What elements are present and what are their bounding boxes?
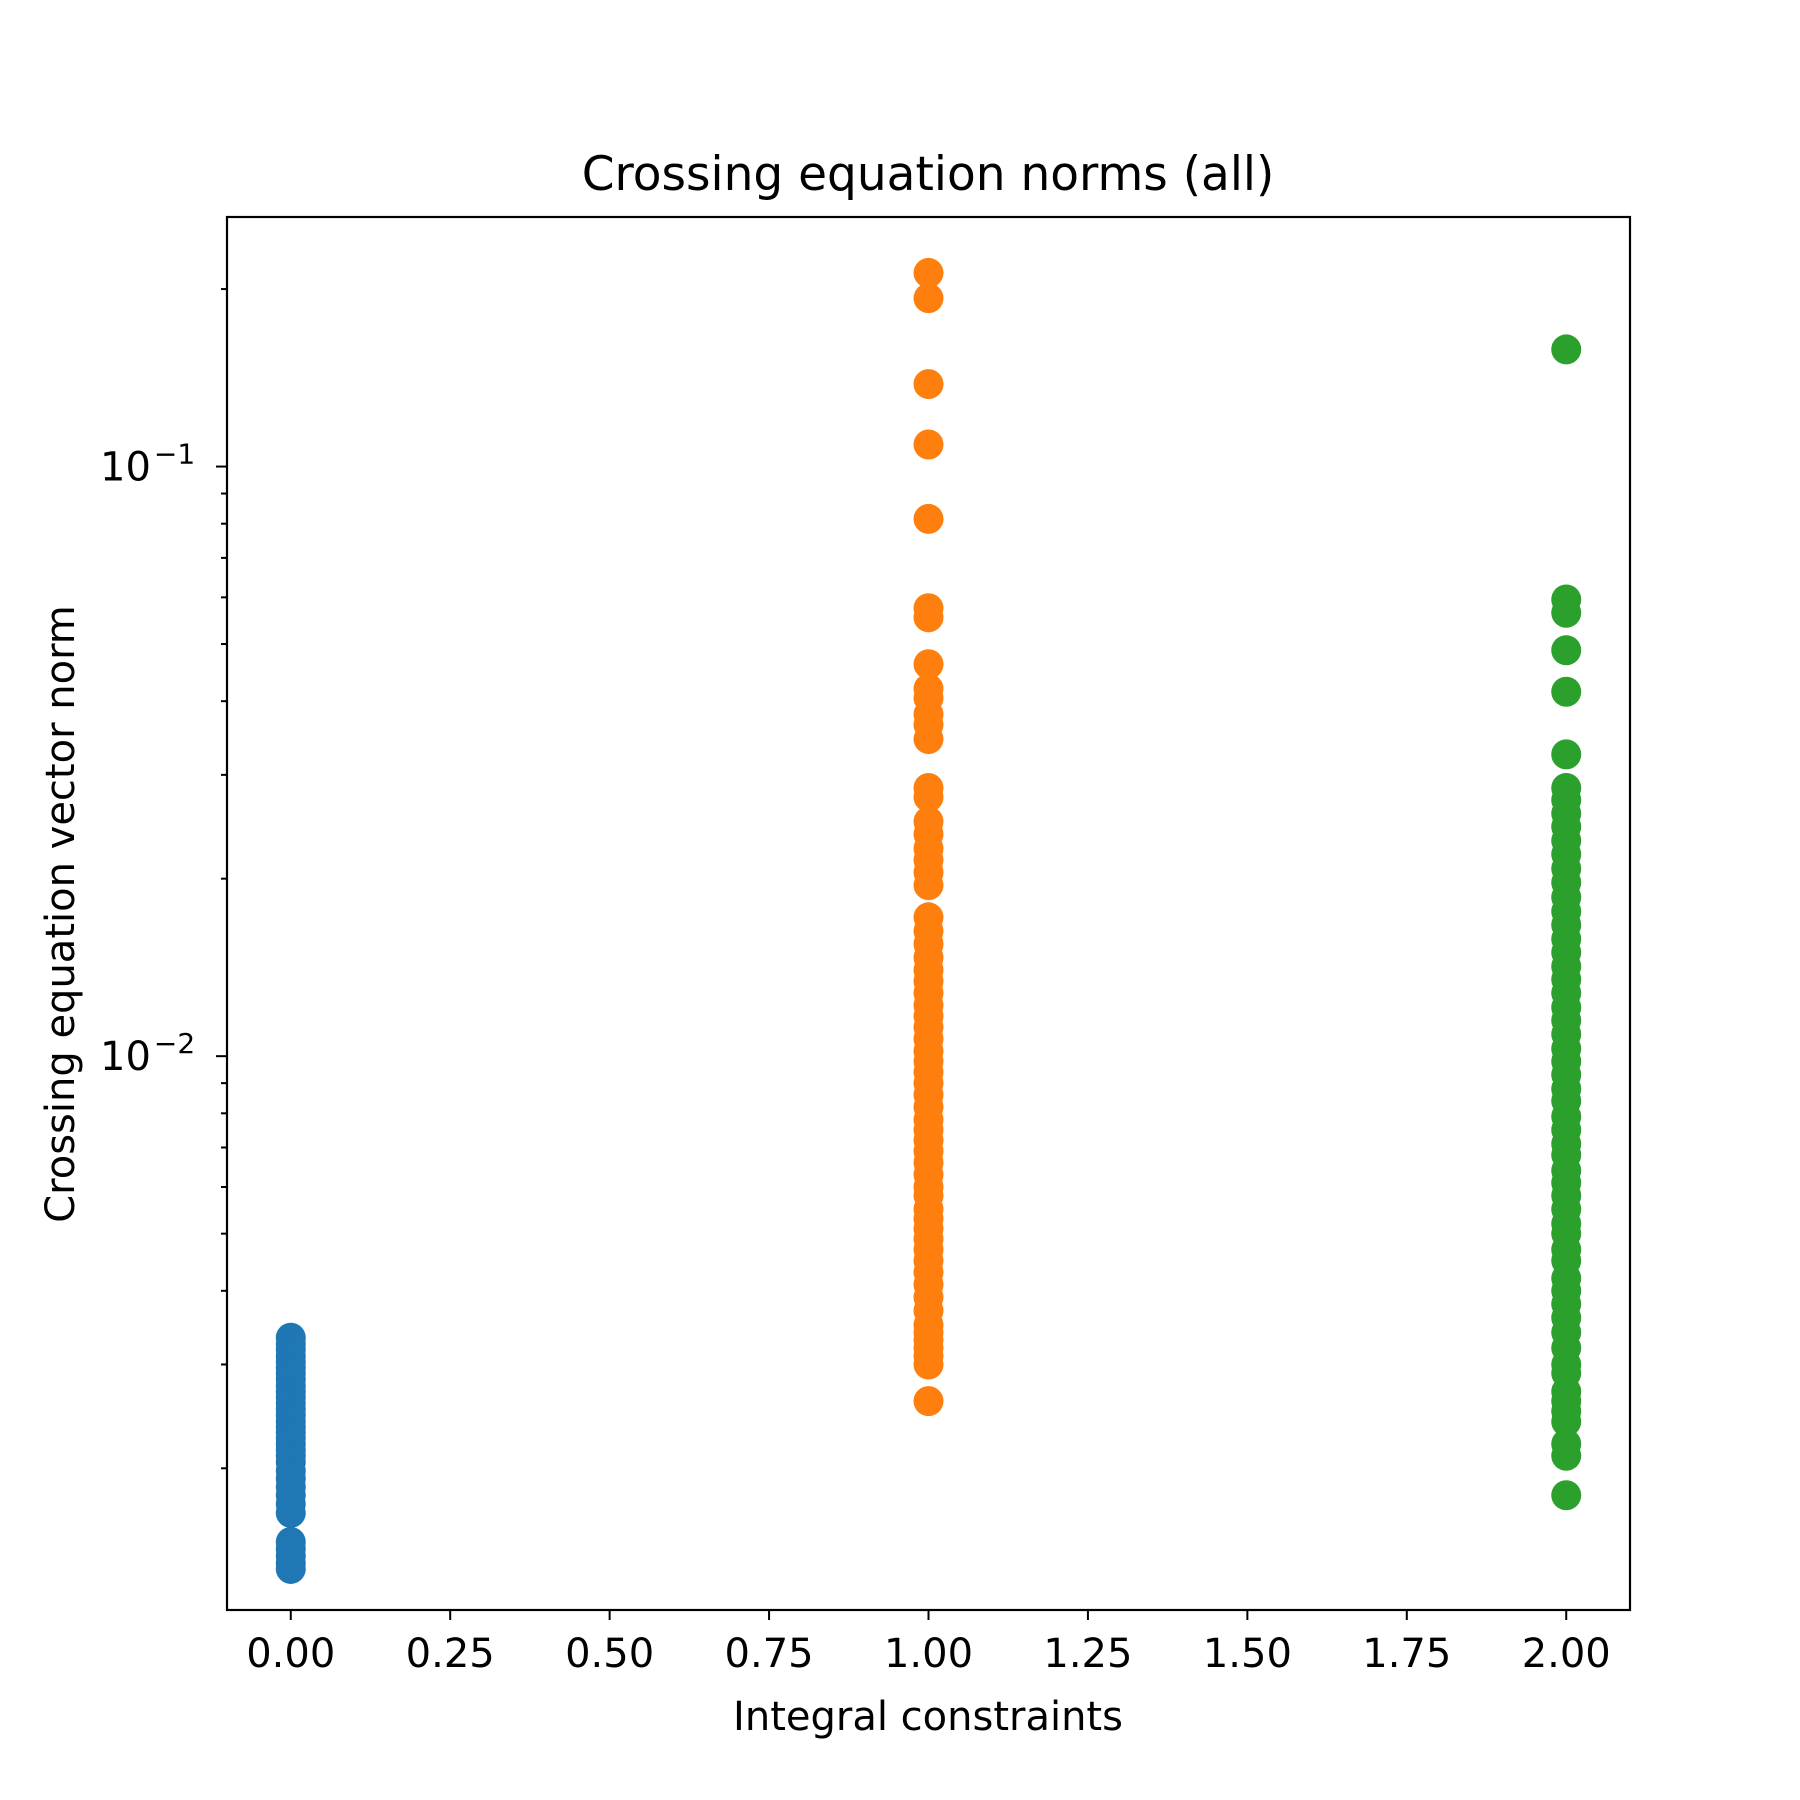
data-point-s1-7 — [913, 649, 944, 680]
y-axis-ticks: 10−110−2 — [100, 288, 227, 1470]
x-axis-label: Integral constraints — [733, 1694, 1123, 1740]
data-point-s2-0 — [1551, 334, 1582, 365]
data-point-s2-4 — [1551, 676, 1582, 707]
data-point-s1-61 — [913, 1349, 944, 1380]
y-tick-label-exponent: −2 — [154, 1027, 195, 1060]
x-tick-label: 1.00 — [884, 1631, 973, 1677]
data-point-s1-6 — [913, 602, 944, 633]
data-point-s2-5 — [1551, 739, 1582, 770]
x-tick-label: 1.25 — [1043, 1631, 1132, 1677]
data-point-s2-3 — [1551, 635, 1582, 666]
data-point-s1-62 — [913, 1386, 944, 1417]
y-tick-label: 10 −1 — [100, 438, 195, 491]
data-point-s1-20 — [913, 870, 944, 901]
data-point-s2-53 — [1551, 1406, 1582, 1437]
data-point-s2-56 — [1551, 1480, 1582, 1511]
y-tick-label-base: 10 — [100, 1034, 151, 1080]
data-point-s1-2 — [913, 369, 944, 400]
data-point-s1-0 — [913, 257, 944, 288]
data-point-s0-27 — [275, 1497, 306, 1528]
data-points — [275, 257, 1582, 1584]
chart-title: Crossing equation norms (all) — [582, 147, 1275, 202]
x-tick-label: 0.00 — [246, 1631, 335, 1677]
y-axis-label: Crossing equation vector norm — [38, 605, 84, 1223]
data-point-s0-32 — [275, 1553, 306, 1584]
y-tick-label: 10 −2 — [100, 1027, 195, 1080]
data-point-s1-1 — [913, 283, 944, 314]
data-point-s2-55 — [1551, 1440, 1582, 1471]
plot-frame — [225, 215, 1632, 1612]
x-tick-label: 1.75 — [1362, 1631, 1451, 1677]
data-point-s1-3 — [913, 429, 944, 460]
x-tick-label: 1.50 — [1203, 1631, 1292, 1677]
x-axis-ticks: 0.00 0.25 0.50 0.75 1.00 1.25 1.50 1.75 2.00 — [246, 1610, 1611, 1677]
y-tick-label-base: 10 — [100, 445, 151, 491]
x-tick-label: 0.75 — [725, 1631, 814, 1677]
data-point-s2-2 — [1551, 597, 1582, 628]
x-tick-label: 2.00 — [1522, 1631, 1611, 1677]
y-tick-label-exponent: −1 — [154, 438, 195, 471]
data-point-s1-12 — [913, 724, 944, 755]
x-tick-label: 0.50 — [565, 1631, 654, 1677]
data-point-s1-4 — [913, 503, 944, 534]
x-tick-label: 0.25 — [406, 1631, 495, 1677]
data-point-s1-14 — [913, 782, 944, 813]
